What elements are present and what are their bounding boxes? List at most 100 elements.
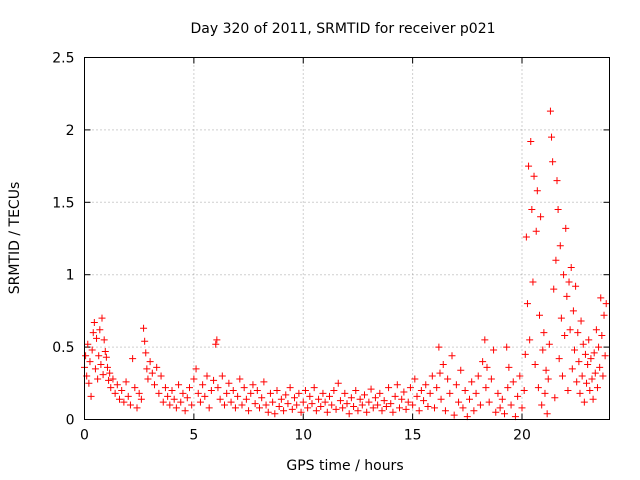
- data-point: [101, 347, 109, 355]
- data-point: [576, 389, 584, 397]
- data-point: [100, 336, 108, 344]
- data-point: [207, 387, 215, 395]
- data-point: [120, 398, 128, 406]
- data-point: [593, 384, 601, 392]
- data-point: [144, 375, 152, 383]
- data-point: [334, 379, 342, 387]
- data-point: [490, 346, 498, 354]
- data-point: [564, 387, 572, 395]
- data-point: [554, 206, 562, 214]
- data-point: [137, 395, 145, 403]
- data-point: [404, 398, 412, 406]
- data-point: [422, 381, 430, 389]
- data-point: [436, 369, 444, 377]
- data-point: [299, 398, 307, 406]
- data-point: [398, 395, 406, 403]
- y-tick-label: 0: [66, 413, 75, 429]
- data-point: [544, 375, 552, 383]
- data-point: [91, 365, 99, 373]
- data-point: [424, 402, 432, 410]
- data-point: [284, 400, 292, 408]
- data-point: [538, 401, 546, 409]
- data-point: [509, 378, 517, 386]
- data-point: [569, 307, 577, 315]
- data-point: [468, 378, 476, 386]
- data-point: [161, 384, 169, 392]
- data-point: [304, 404, 312, 412]
- data-point: [179, 389, 187, 397]
- data-point: [275, 402, 283, 410]
- data-point: [315, 395, 323, 403]
- data-point: [415, 407, 423, 415]
- data-point: [286, 384, 294, 392]
- data-point: [94, 375, 102, 383]
- data-point: [580, 398, 588, 406]
- data-point: [85, 379, 93, 387]
- data-point: [479, 358, 487, 366]
- chart-title: Day 320 of 2011, SRMTID for receiver p02…: [190, 21, 495, 37]
- data-point: [109, 375, 117, 383]
- plot-frame: [84, 57, 610, 420]
- data-point: [181, 407, 189, 415]
- data-point: [205, 404, 213, 412]
- data-point: [282, 391, 290, 399]
- data-point: [446, 389, 454, 397]
- data-point: [511, 413, 519, 421]
- data-point: [549, 158, 557, 166]
- data-point: [336, 397, 344, 405]
- data-point: [310, 384, 318, 392]
- data-point: [103, 363, 111, 371]
- data-point: [573, 378, 581, 386]
- data-point: [317, 402, 325, 410]
- data-point: [481, 336, 489, 344]
- data-point: [426, 389, 434, 397]
- data-point: [560, 271, 568, 279]
- data-point: [164, 392, 172, 400]
- data-point: [157, 372, 165, 380]
- data-point: [459, 404, 467, 412]
- data-point: [602, 300, 610, 308]
- data-point: [96, 326, 104, 334]
- data-point: [595, 343, 603, 351]
- data-point: [363, 408, 371, 416]
- data-point: [516, 372, 524, 380]
- data-point: [382, 402, 390, 410]
- data-point: [520, 387, 528, 395]
- data-point: [98, 314, 106, 322]
- data-point: [245, 407, 253, 415]
- data-point: [365, 398, 373, 406]
- data-point: [354, 407, 362, 415]
- data-point: [534, 384, 542, 392]
- data-point: [256, 404, 263, 412]
- data-point: [528, 206, 536, 214]
- data-points: [81, 107, 610, 421]
- data-point: [301, 387, 309, 395]
- data-point: [201, 392, 209, 400]
- data-point: [269, 398, 277, 406]
- data-point: [242, 395, 250, 403]
- data-point: [146, 358, 154, 366]
- data-point: [203, 372, 211, 380]
- data-point: [188, 401, 196, 409]
- data-point: [463, 413, 471, 421]
- data-point: [223, 389, 231, 397]
- data-point: [574, 329, 582, 337]
- data-point: [194, 389, 202, 397]
- data-point: [563, 292, 571, 300]
- data-point: [225, 379, 233, 387]
- data-point: [522, 233, 530, 241]
- data-point: [367, 385, 375, 393]
- data-point: [82, 352, 90, 360]
- data-point: [107, 384, 115, 392]
- data-point: [557, 314, 565, 322]
- y-tick-label: 1.5: [52, 195, 74, 211]
- data-point: [277, 395, 285, 403]
- data-point: [288, 405, 296, 413]
- data-point: [140, 324, 148, 332]
- data-point: [431, 404, 438, 412]
- data-point: [356, 395, 364, 403]
- data-point: [470, 407, 478, 415]
- data-point: [526, 336, 534, 344]
- data-point: [371, 394, 379, 402]
